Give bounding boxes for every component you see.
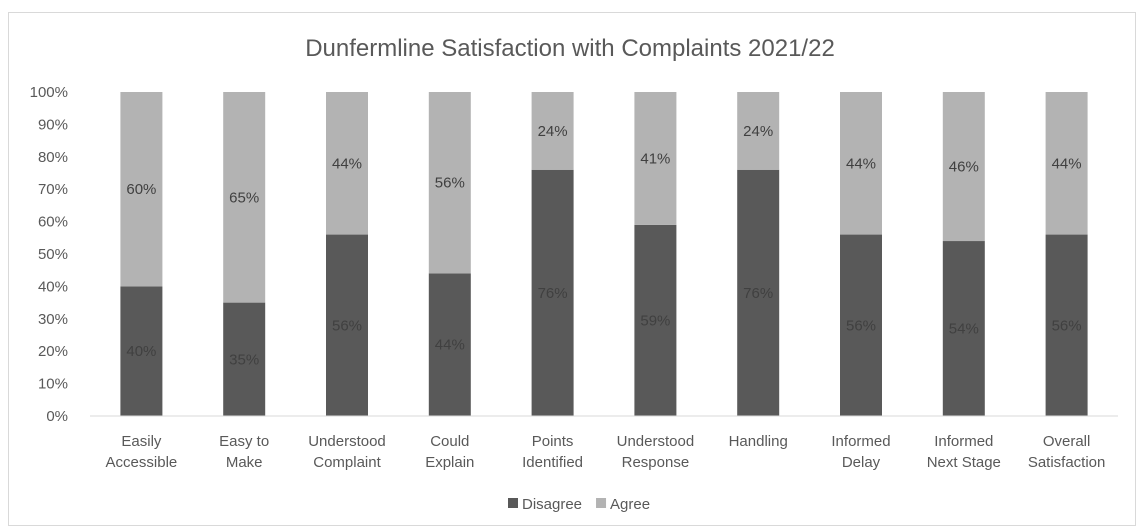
- y-tick-label: 80%: [38, 149, 68, 166]
- y-tick-label: 0%: [46, 408, 68, 425]
- data-label: 44%: [332, 155, 362, 172]
- data-label: 65%: [229, 189, 259, 206]
- bar-agree: [942, 92, 985, 242]
- legend: Disagree Agree: [508, 496, 650, 513]
- category-label: Handling: [729, 433, 788, 450]
- bar-agree: [634, 92, 677, 225]
- data-label: 56%: [1052, 317, 1082, 334]
- category-label: Informed Delay: [831, 433, 890, 471]
- category-label: Understood Response: [617, 433, 695, 471]
- y-tick-label: 20%: [38, 343, 68, 360]
- bar-disagree: [737, 169, 780, 416]
- legend-label-agree: Agree: [610, 496, 650, 513]
- data-label: 44%: [846, 155, 876, 172]
- data-label: 76%: [538, 285, 568, 302]
- data-label: 56%: [846, 317, 876, 334]
- category-label: Informed Next Stage: [927, 433, 1001, 471]
- bar-agree: [223, 92, 266, 303]
- bar-agree: [326, 92, 368, 235]
- data-label: 35%: [229, 351, 259, 368]
- y-tick-label: 50%: [38, 246, 68, 263]
- category-label: Could Explain: [425, 433, 474, 471]
- bar-agree: [737, 92, 780, 170]
- y-tick-label: 30%: [38, 311, 68, 328]
- data-label: 44%: [1052, 155, 1082, 172]
- data-label: 59%: [640, 312, 670, 329]
- bar-agree: [840, 92, 882, 235]
- data-label: 76%: [743, 285, 773, 302]
- bar-disagree: [634, 224, 677, 416]
- bar-agree: [1045, 92, 1088, 235]
- data-label: 40%: [126, 343, 156, 360]
- bar-agree: [531, 92, 574, 170]
- category-label: Easily Accessible: [106, 433, 178, 471]
- bar-disagree: [1045, 234, 1088, 416]
- category-label: Easy to Make: [219, 433, 269, 471]
- legend-label-disagree: Disagree: [522, 496, 582, 513]
- bars: 40% 60% 35% 65% 56% 44% 44% 56% 76% 24% 59% 41% 76% 2…: [120, 92, 1088, 416]
- data-label: 54%: [949, 321, 979, 338]
- category-label: Overall Satisfaction: [1028, 433, 1106, 471]
- data-label: 56%: [332, 317, 362, 334]
- bar-disagree: [942, 241, 985, 416]
- bar-agree: [120, 92, 163, 287]
- category-label: Points Identified: [522, 433, 583, 471]
- data-label: 46%: [949, 159, 979, 176]
- data-label: 24%: [743, 123, 773, 140]
- data-label: 41%: [640, 150, 670, 167]
- y-tick-label: 60%: [38, 214, 68, 231]
- bar-disagree: [840, 234, 882, 416]
- bar-disagree: [326, 234, 368, 416]
- y-tick-label: 10%: [38, 376, 68, 393]
- data-label: 24%: [538, 123, 568, 140]
- bar-disagree: [428, 273, 471, 416]
- y-axis: 0% 10% 20% 30% 40% 50% 60% 70% 80% 90% 100%: [30, 84, 68, 425]
- bar-disagree: [531, 169, 574, 416]
- x-axis: Easily Accessible Easy to Make Understood Com…: [90, 415, 1118, 471]
- data-label: 56%: [435, 175, 465, 192]
- data-label: 44%: [435, 337, 465, 354]
- bar-agree: [428, 92, 471, 274]
- legend-swatch-agree: [596, 498, 607, 508]
- bar-disagree: [223, 302, 266, 416]
- category-label: Understood Complaint: [308, 433, 386, 471]
- y-tick-label: 40%: [38, 278, 68, 295]
- data-label: 60%: [126, 181, 156, 198]
- bar-disagree: [120, 286, 163, 416]
- y-tick-label: 90%: [38, 116, 68, 133]
- chart-title: Dunfermline Satisfaction with Complaints…: [305, 35, 835, 62]
- y-tick-label: 70%: [38, 181, 68, 198]
- y-tick-label: 100%: [30, 84, 68, 101]
- legend-swatch-disagree: [508, 498, 518, 508]
